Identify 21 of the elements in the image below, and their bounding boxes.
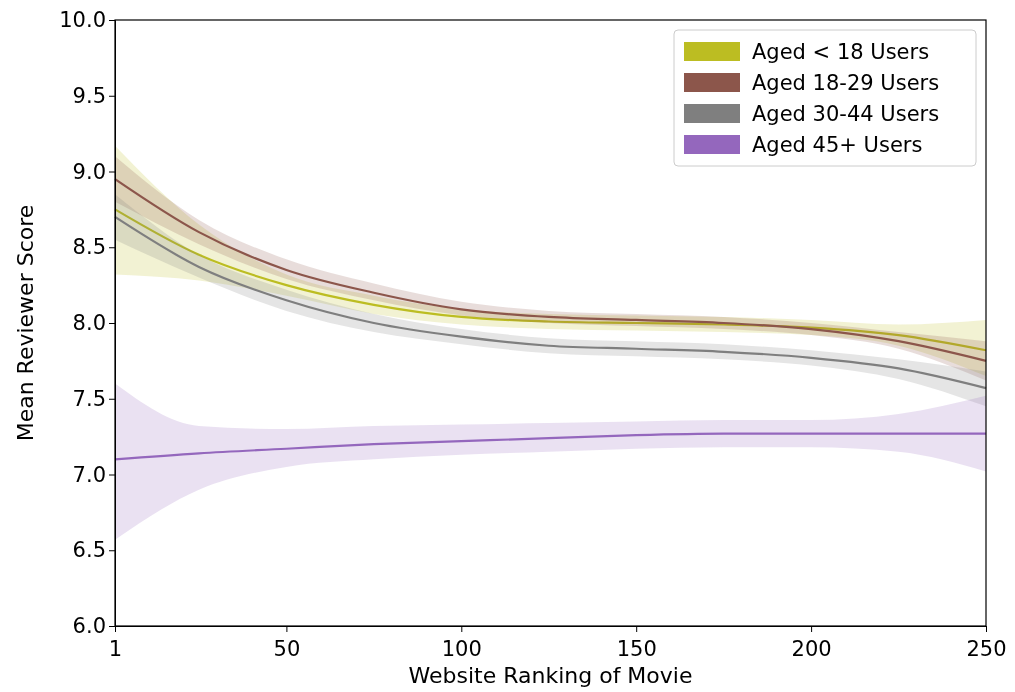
legend-label: Aged < 18 Users bbox=[752, 40, 930, 64]
legend-label: Aged 18-29 Users bbox=[752, 71, 940, 95]
x-tick-label: 1 bbox=[108, 637, 123, 661]
x-tick-label: 150 bbox=[616, 637, 657, 661]
legend-label: Aged 30-44 Users bbox=[752, 102, 940, 126]
y-axis-title: Mean Reviewer Score bbox=[13, 204, 38, 442]
y-tick-label: 9.0 bbox=[72, 159, 106, 184]
y-tick-label: 6.0 bbox=[72, 614, 106, 639]
y-tick-label: 7.5 bbox=[72, 386, 106, 411]
y-tick-label: 10.0 bbox=[59, 8, 106, 33]
y-tick-label: 9.5 bbox=[72, 83, 106, 108]
x-tick-label: 200 bbox=[791, 637, 832, 661]
x-tick-label: 50 bbox=[273, 637, 301, 661]
y-tick-label: 7.0 bbox=[72, 462, 106, 487]
x-tick-label: 100 bbox=[441, 637, 482, 661]
y-tick-label: 8.0 bbox=[72, 311, 106, 336]
y-tick-label: 8.5 bbox=[72, 235, 106, 260]
y-tick-label: 6.5 bbox=[72, 538, 106, 563]
x-tick-label: 250 bbox=[966, 637, 1007, 661]
legend-label: Aged 45+ Users bbox=[752, 133, 923, 157]
x-axis-title: Website Ranking of Movie bbox=[408, 663, 693, 688]
